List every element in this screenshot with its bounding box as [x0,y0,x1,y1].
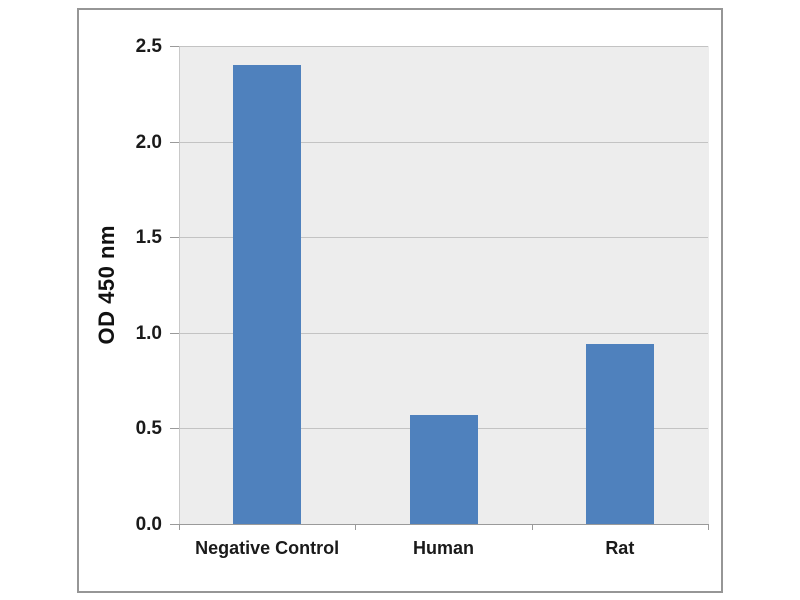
y-axis-title: OD 450 nm [85,46,129,524]
y-tick-mark [170,524,179,525]
y-tick-mark [170,46,179,47]
y-tick-label: 2.5 [135,36,162,57]
chart-frame: OD 450 nm 0.0 0.5 1.0 1.5 2.0 2.5 Negative Co… [77,8,723,593]
y-tick-mark [170,332,179,334]
gridline [179,46,708,47]
gridline [179,332,708,334]
gridline [179,237,708,239]
y-tick-label: 1.5 [135,227,162,249]
y-tick-label: 1.0 [135,322,162,344]
x-tick-mark [708,524,709,530]
bar-human [409,415,478,524]
category-label: Human [412,538,474,558]
x-tick-mark [355,524,357,530]
x-tick-mark [531,524,533,530]
bar-negative-control [233,65,302,524]
y-tick-label: 2.0 [135,131,162,153]
bar-rat [585,344,654,524]
x-tick-mark [179,524,180,530]
y-tick-label: 0.5 [135,418,162,440]
y-tick-label: 0.0 [135,514,162,535]
y-tick-mark [170,428,179,430]
gridline [179,141,708,143]
x-axis-line [179,524,708,525]
category-label: Rat [605,538,635,558]
y-tick-mark [170,141,179,143]
category-label: Negative Control [195,538,340,558]
y-tick-mark [170,237,179,239]
